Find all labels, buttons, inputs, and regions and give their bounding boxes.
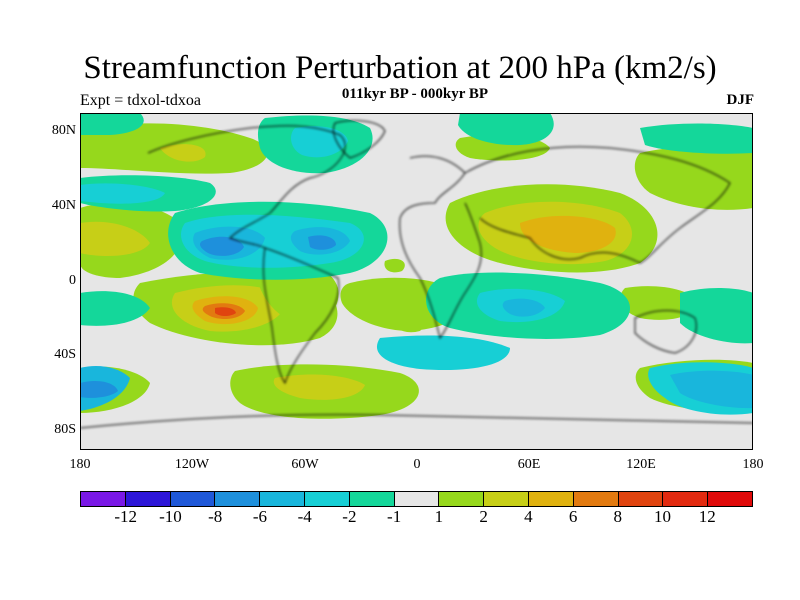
map-panel: [80, 113, 753, 450]
season-label: DJF: [726, 92, 755, 108]
coastlines: [80, 120, 753, 429]
colorbar-label: -2: [342, 507, 357, 526]
colorbar-swatch: [260, 492, 305, 506]
colorbar-label: -10: [159, 507, 182, 526]
colorbar-swatch: [394, 492, 440, 506]
negative-anomalies: [80, 113, 753, 415]
colorbar-swatch: [484, 492, 529, 506]
colorbar-label: -8: [208, 507, 223, 526]
experiment-label: Expt = tdxol-tdxoa: [80, 92, 202, 109]
colorbar-label: 4: [524, 507, 533, 526]
map-frame: [80, 113, 753, 450]
lon-label-60e: 60E: [517, 457, 541, 472]
colorbar-swatch: [349, 492, 395, 506]
lon-label-180w: 180: [69, 457, 91, 472]
colorbar-swatch: [618, 492, 664, 506]
colorbar-swatch: [439, 492, 485, 506]
lat-label-40n: 40N: [51, 198, 76, 213]
lat-label-80n: 80N: [51, 123, 76, 138]
colorbar-swatch: [528, 492, 574, 506]
lon-label-120e: 120E: [626, 457, 656, 472]
colorbar-swatch: [708, 492, 752, 506]
colorbar-label: -4: [297, 507, 312, 526]
colorbar-swatch: [663, 492, 709, 506]
lon-label-180e: 180: [742, 457, 764, 472]
colorbar-swatch: [170, 492, 216, 506]
colorbar-label: -6: [252, 507, 267, 526]
lon-label-60w: 60W: [291, 457, 319, 472]
colorbar-label: 8: [613, 507, 623, 526]
map-svg: [80, 113, 753, 450]
lat-label-eq: 0: [69, 273, 76, 288]
lat-label-80s: 80S: [54, 422, 76, 437]
colorbar-swatch: [81, 492, 126, 506]
colorbar-label: 10: [654, 507, 672, 526]
colorbar-label: 2: [479, 507, 488, 526]
colorbar-label: 1: [434, 507, 444, 526]
colorbar: [80, 491, 753, 507]
colorbar-label: 6: [568, 507, 578, 526]
chart-title: Streamfunction Perturbation at 200 hPa (…: [83, 50, 717, 86]
colorbar-swatch: [304, 492, 350, 506]
colorbar-swatch: [215, 492, 261, 506]
colorbar-swatch: [125, 492, 171, 506]
lon-label-120w: 120W: [174, 457, 210, 472]
colorbar-label: -12: [114, 507, 138, 526]
lat-label-40s: 40S: [54, 347, 76, 362]
chart-subtitle: 011kyr BP - 000kyr BP: [341, 86, 489, 102]
colorbar-swatch: [573, 492, 619, 506]
colorbar-label: 12: [698, 507, 716, 526]
colorbar-label: -1: [387, 507, 402, 526]
lon-label-0: 0: [413, 457, 421, 472]
